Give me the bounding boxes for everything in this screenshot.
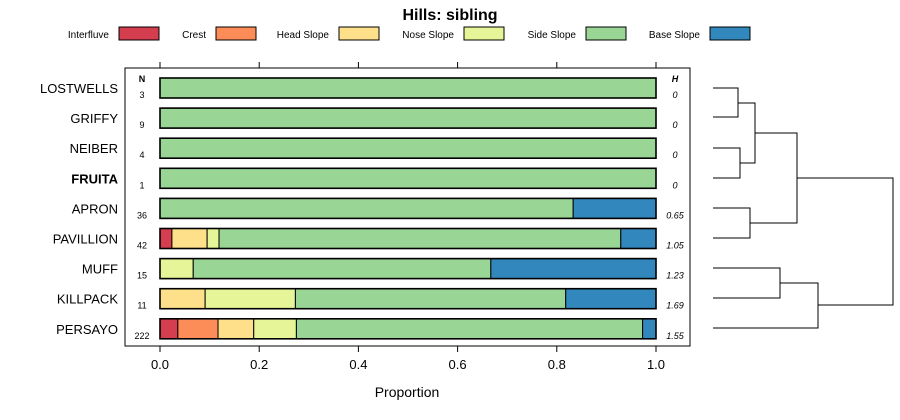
x-tick-label: 1.0 xyxy=(647,357,665,372)
dendrogram-branch xyxy=(750,132,798,224)
bar-outline xyxy=(159,257,657,280)
bar-segment xyxy=(177,318,219,340)
bar-segment xyxy=(642,318,657,340)
n-value: 4 xyxy=(139,150,144,160)
legend-swatch xyxy=(585,26,627,41)
dendrogram-branch xyxy=(713,267,781,299)
legend-label: Crest xyxy=(182,30,206,41)
legend-label: Nose Slope xyxy=(402,30,454,41)
bar-outline xyxy=(159,227,657,250)
h-value: 0 xyxy=(672,120,677,130)
x-tick-label: 0.4 xyxy=(349,357,367,372)
bar-segment xyxy=(217,318,255,340)
bar-segment xyxy=(192,258,492,280)
bar-segment xyxy=(620,228,657,249)
row-label: KILLPACK xyxy=(57,292,119,307)
bar-outline xyxy=(159,197,657,220)
n-value: 1 xyxy=(139,180,144,190)
n-value: 222 xyxy=(134,331,149,341)
n-value: 15 xyxy=(137,271,147,281)
n-value: 9 xyxy=(139,120,144,130)
chart-title: Hills: sibling xyxy=(402,7,497,24)
h-value: 0 xyxy=(672,150,677,160)
n-value: 3 xyxy=(139,90,144,100)
row-label: FRUITA xyxy=(71,171,118,186)
dendrogram-branch xyxy=(713,282,819,329)
x-tick-label: 0.8 xyxy=(548,357,566,372)
legend-label: Head Slope xyxy=(277,30,330,41)
h-column-header: H xyxy=(672,74,679,84)
x-axis-label: Proportion xyxy=(375,384,440,400)
bar-segment xyxy=(159,167,657,189)
bars-group xyxy=(159,77,657,340)
legend-swatch xyxy=(338,26,380,41)
bar-segment xyxy=(159,107,657,129)
bar-segment xyxy=(253,318,297,340)
bar-outline xyxy=(159,137,657,159)
legend: Interfluve Crest Head Slope Nose Slope Side … xyxy=(68,26,751,41)
bar-segment xyxy=(171,228,208,249)
row-label: GRIFFY xyxy=(70,111,118,126)
bar-outline xyxy=(159,317,657,340)
dendrogram xyxy=(713,87,894,329)
bar-outline xyxy=(159,287,657,310)
dendrogram-branch xyxy=(713,87,739,118)
bar-segment xyxy=(218,228,622,249)
bar-segment xyxy=(206,228,220,249)
h-value: 0 xyxy=(672,180,677,190)
row-label: PERSAYO xyxy=(56,322,118,337)
dendrogram-branch xyxy=(738,102,756,164)
dendrogram-branch xyxy=(713,207,751,239)
legend-label: Base Slope xyxy=(649,30,701,41)
legend-swatch xyxy=(463,26,505,41)
legend-label: Interfluve xyxy=(68,30,110,41)
h-value: 0.65 xyxy=(666,210,685,220)
bar-segment xyxy=(572,197,657,219)
plot-frame xyxy=(124,67,691,347)
n-column-header: N xyxy=(139,74,146,84)
x-tick-label: 0.2 xyxy=(250,357,268,372)
h-value: 0 xyxy=(672,90,677,100)
bar-segment xyxy=(159,137,657,159)
h-value: 1.23 xyxy=(666,271,684,281)
x-tick-label: 0.6 xyxy=(449,357,467,372)
n-value: 42 xyxy=(137,241,147,251)
bar-outline xyxy=(159,77,657,99)
bar-segment xyxy=(294,288,567,310)
bar-segment xyxy=(159,318,179,340)
h-value: 1.69 xyxy=(666,301,684,311)
row-label: NEIBER xyxy=(70,141,118,156)
x-tick-label: 0.0 xyxy=(151,357,169,372)
bar-segment xyxy=(204,288,296,310)
dendrogram-branch xyxy=(797,177,894,306)
bar-segment xyxy=(295,318,644,340)
x-axis: 0.0 0.2 0.4 0.6 0.8 1.0 xyxy=(151,62,665,372)
row-label: LOSTWELLS xyxy=(40,81,118,96)
n-value: 36 xyxy=(137,210,147,220)
bar-segment xyxy=(159,197,574,219)
bar-segment xyxy=(490,258,657,280)
bar-segment xyxy=(565,288,657,310)
row-label: PAVILLION xyxy=(53,232,118,247)
row-label: APRON xyxy=(72,201,118,216)
row-label: MUFF xyxy=(82,262,118,277)
legend-swatch xyxy=(118,26,160,41)
bar-segment xyxy=(159,228,173,249)
bar-outline xyxy=(159,167,657,190)
row-labels-group: LOSTWELLS 3 0 GRIFFY 9 0 NEIBER 4 0 FRUITA 1 0 APRON… xyxy=(40,81,685,341)
n-value: 11 xyxy=(137,301,146,311)
bar-segment xyxy=(159,258,194,280)
bar-segment xyxy=(159,288,206,310)
legend-swatch xyxy=(215,26,257,41)
bar-segment xyxy=(159,77,657,99)
legend-swatch xyxy=(709,26,751,41)
h-value: 1.55 xyxy=(666,331,685,341)
h-value: 1.05 xyxy=(666,241,685,251)
legend-label: Side Slope xyxy=(528,30,577,41)
dendrogram-branch xyxy=(713,147,741,179)
bar-outline xyxy=(159,107,657,129)
